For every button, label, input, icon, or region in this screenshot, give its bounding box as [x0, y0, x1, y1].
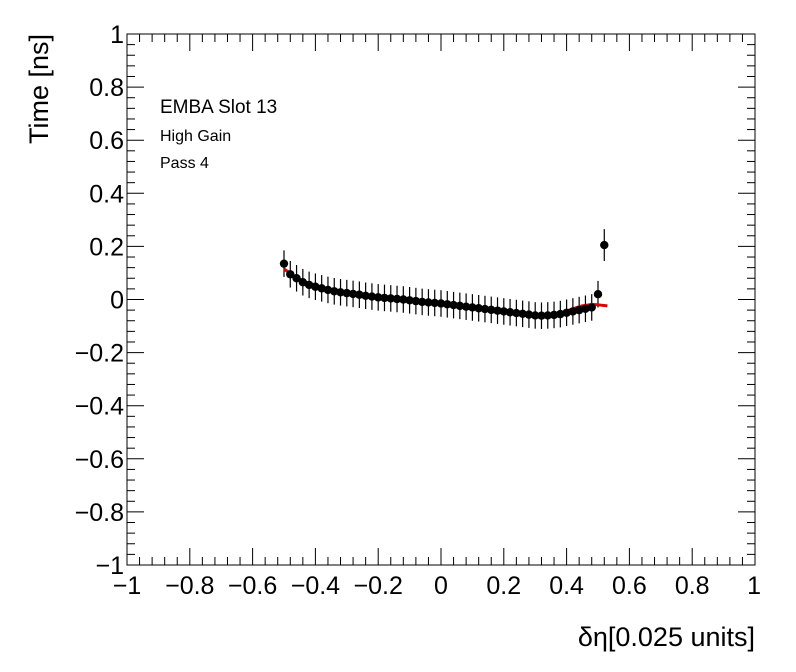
x-tick-label: 0.6 [612, 572, 647, 600]
data-point [417, 297, 427, 307]
y-axis-title: Time [ns] [24, 34, 54, 144]
data-point [505, 308, 515, 317]
data-point [424, 298, 433, 307]
data-point [556, 309, 565, 319]
x-tick-labels: −1 −0.8 −0.6 −0.4 −0.2 0 0.2 0.4 0.6 0.8 1 [113, 572, 761, 600]
data-point [386, 294, 395, 303]
x-tick-label: −1 [113, 572, 142, 600]
annotation-pass: Pass 4 [160, 155, 209, 172]
x-tick-label: 1 [747, 572, 761, 600]
data-point [392, 294, 402, 304]
data-point [549, 310, 559, 320]
x-tick-label: 0 [434, 572, 448, 600]
data-point [468, 303, 477, 312]
data-point [487, 305, 496, 315]
data-point [380, 293, 389, 303]
data-point [568, 307, 578, 316]
y-tick-label: −0.8 [75, 499, 124, 527]
data-point [286, 270, 295, 279]
data-point [323, 285, 333, 295]
data-point [430, 298, 439, 308]
y-tick-label: −1 [95, 552, 124, 580]
ticks [126, 33, 756, 566]
data-point [348, 289, 358, 299]
data-point [279, 259, 289, 268]
data-point [562, 308, 571, 317]
data-point [330, 287, 339, 296]
data-point [443, 300, 452, 309]
data-point [461, 302, 471, 311]
data-point [587, 303, 596, 312]
data-point [298, 278, 308, 287]
data-point [361, 291, 370, 300]
data-point [480, 304, 490, 314]
data-point [436, 299, 446, 308]
x-tick-label: 0.2 [486, 572, 521, 600]
data-point [499, 307, 508, 316]
y-tick-label: −0.4 [75, 393, 124, 421]
data-point [405, 296, 414, 305]
data-point [543, 311, 552, 320]
data-point [311, 282, 320, 291]
data-point [600, 240, 609, 250]
y-tick-label: −0.2 [75, 340, 124, 368]
series-layer [279, 229, 609, 329]
data-point [512, 308, 521, 318]
data-point [449, 300, 458, 310]
data-point [574, 305, 584, 315]
x-tick-label: −0.2 [354, 572, 403, 600]
data-point [474, 304, 483, 313]
data-point [493, 306, 502, 315]
data-point [317, 284, 326, 293]
y-tick-label: 0.8 [89, 74, 124, 102]
y-tick-label: 0.2 [89, 233, 124, 261]
data-point [524, 310, 534, 319]
data-point [342, 288, 351, 298]
y-tick-label: 0.4 [89, 180, 124, 208]
x-tick-label: −0.4 [291, 572, 340, 600]
x-tick-label: −0.6 [228, 572, 277, 600]
data-point [537, 311, 546, 320]
x-tick-label: −0.8 [165, 572, 214, 600]
data-point [593, 289, 603, 299]
y-tick-label: 1 [110, 21, 124, 49]
y-tick-label: 0.6 [89, 127, 124, 155]
data-point [411, 296, 421, 306]
data-point [399, 295, 408, 304]
data-point [367, 292, 377, 301]
data-point [518, 309, 527, 319]
data-point [374, 293, 383, 302]
annotation-gain: High Gain [160, 128, 231, 145]
data-point [531, 311, 540, 320]
x-axis-title: δη[0.025 units] [578, 622, 755, 652]
y-tick-label: −0.6 [75, 446, 124, 474]
x-tick-label: 0.8 [675, 572, 710, 600]
data-point [336, 288, 345, 297]
data-point [455, 301, 465, 311]
annotation-detector: EMBA Slot 13 [160, 97, 277, 118]
x-tick-label: 0.4 [549, 572, 584, 600]
y-tick-label: 0 [110, 287, 124, 315]
data-point [292, 274, 301, 283]
data-point [581, 304, 590, 313]
y-tick-labels: −1 −0.8 −0.6 −0.4 −0.2 0 0.2 0.4 0.6 0.8 1 [75, 21, 124, 580]
data-point [355, 290, 364, 299]
